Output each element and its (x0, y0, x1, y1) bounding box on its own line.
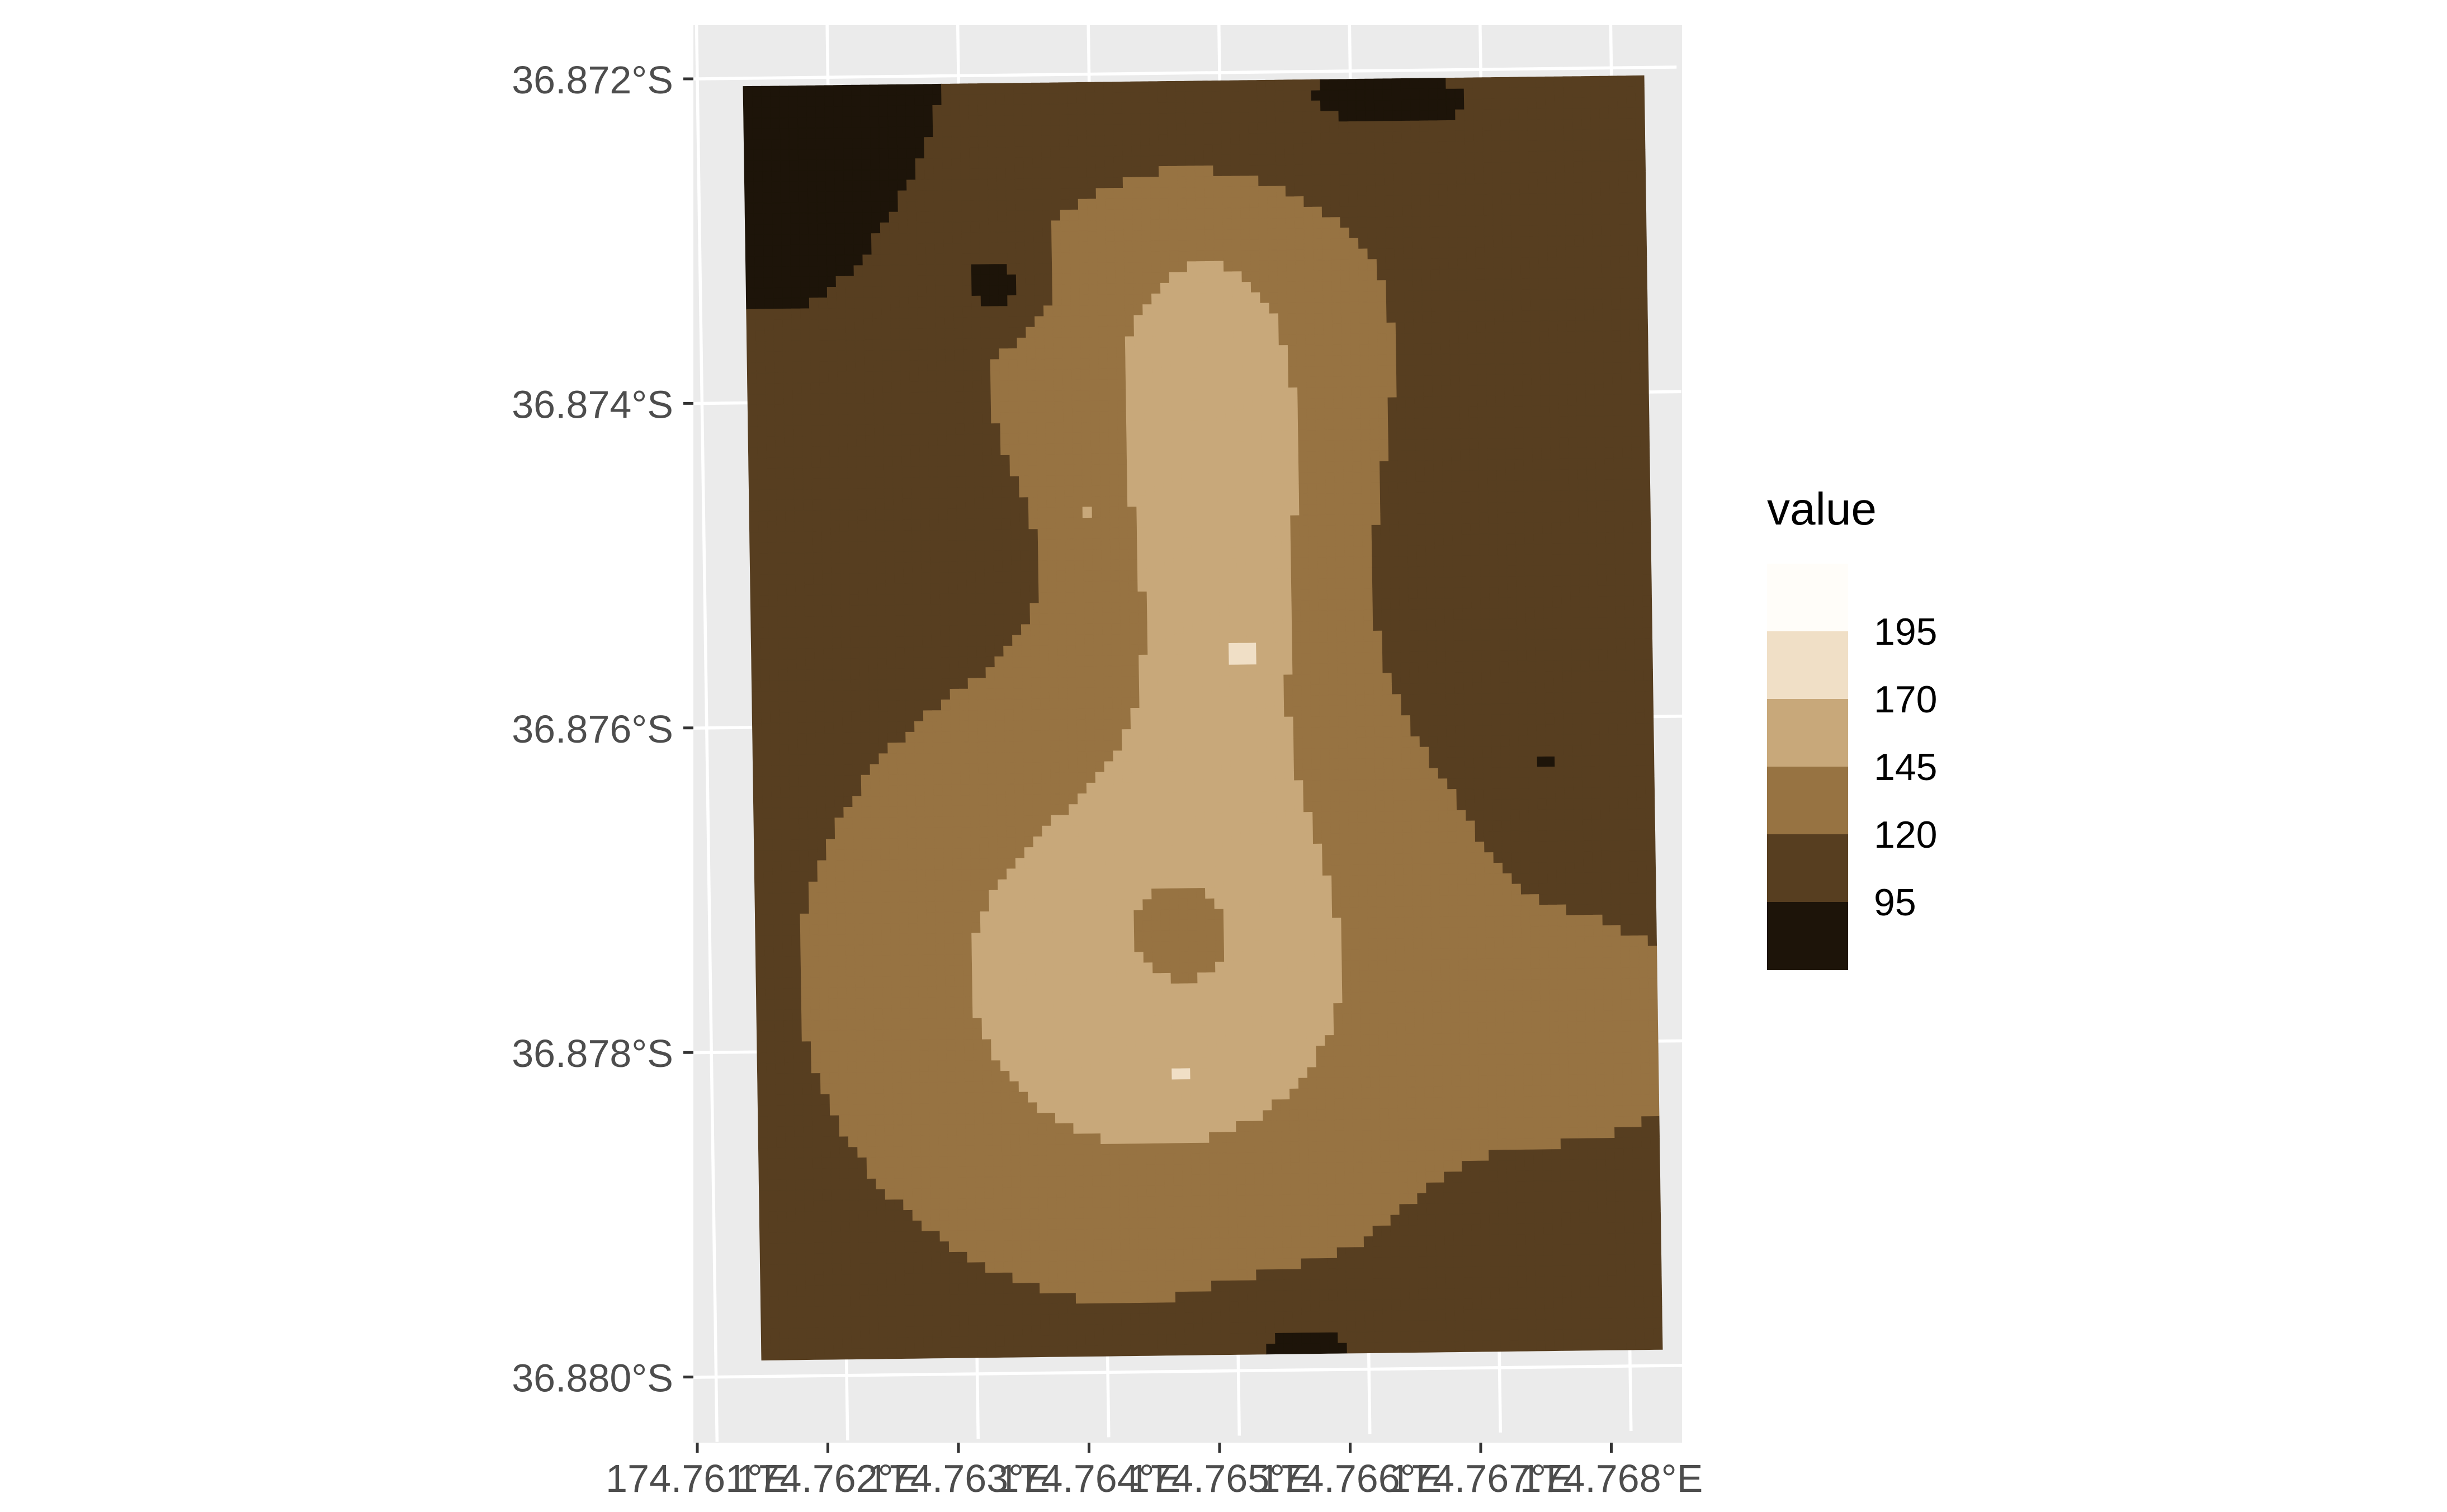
legend-label: 170 (1874, 678, 1937, 721)
legend-swatch (1767, 699, 1848, 767)
x-axis: 174.761°E174.762°E174.763°E174.764°E174.… (606, 1443, 1703, 1500)
legend-swatch (1767, 631, 1848, 700)
raster-cells (1171, 642, 1256, 1080)
legend: value 195 170 145 120 95 (1767, 484, 1937, 970)
x-tick-label: 174.767°E (1389, 1457, 1572, 1500)
legend-swatch (1767, 902, 1848, 970)
legend-swatch (1767, 564, 1848, 632)
legend-label: 145 (1874, 746, 1937, 788)
legend-label: 95 (1874, 881, 1916, 924)
gridline-lat (658, 65, 1677, 81)
x-tick-label: 174.768°E (1520, 1457, 1703, 1500)
legend-label: 120 (1874, 814, 1937, 856)
raster-cells (743, 78, 1556, 1355)
legend-swatch (1767, 834, 1848, 903)
raster-cells (746, 75, 1663, 1361)
gridline-lat (677, 1363, 1695, 1379)
y-tick-label: 36.880°S (512, 1357, 673, 1400)
x-tick-label: 174.761°E (606, 1457, 789, 1500)
y-tick-label: 36.878°S (512, 1032, 673, 1075)
x-tick-label: 174.764°E (998, 1457, 1181, 1500)
legend-labels: 195 170 145 120 95 (1874, 611, 1937, 924)
x-tick-label: 174.766°E (1259, 1457, 1442, 1500)
y-tick-label: 36.874°S (512, 382, 673, 426)
legend-swatch (1767, 767, 1848, 835)
legend-label: 195 (1874, 611, 1937, 653)
elevation-raster (743, 75, 1663, 1361)
y-axis: 36.872°S 36.874°S 36.876°S 36.878°S 36.880°S (512, 58, 693, 1400)
y-tick-label: 36.876°S (512, 707, 673, 751)
x-tick-label: 174.762°E (736, 1457, 920, 1500)
x-tick-label: 174.765°E (1128, 1457, 1311, 1500)
x-tick-label: 174.763°E (867, 1457, 1050, 1500)
y-tick-label: 36.872°S (512, 58, 673, 102)
legend-title: value (1767, 484, 1877, 535)
raster-cells (971, 261, 1343, 1145)
raster-cells (800, 165, 1660, 1304)
legend-colorbar (1767, 564, 1848, 970)
